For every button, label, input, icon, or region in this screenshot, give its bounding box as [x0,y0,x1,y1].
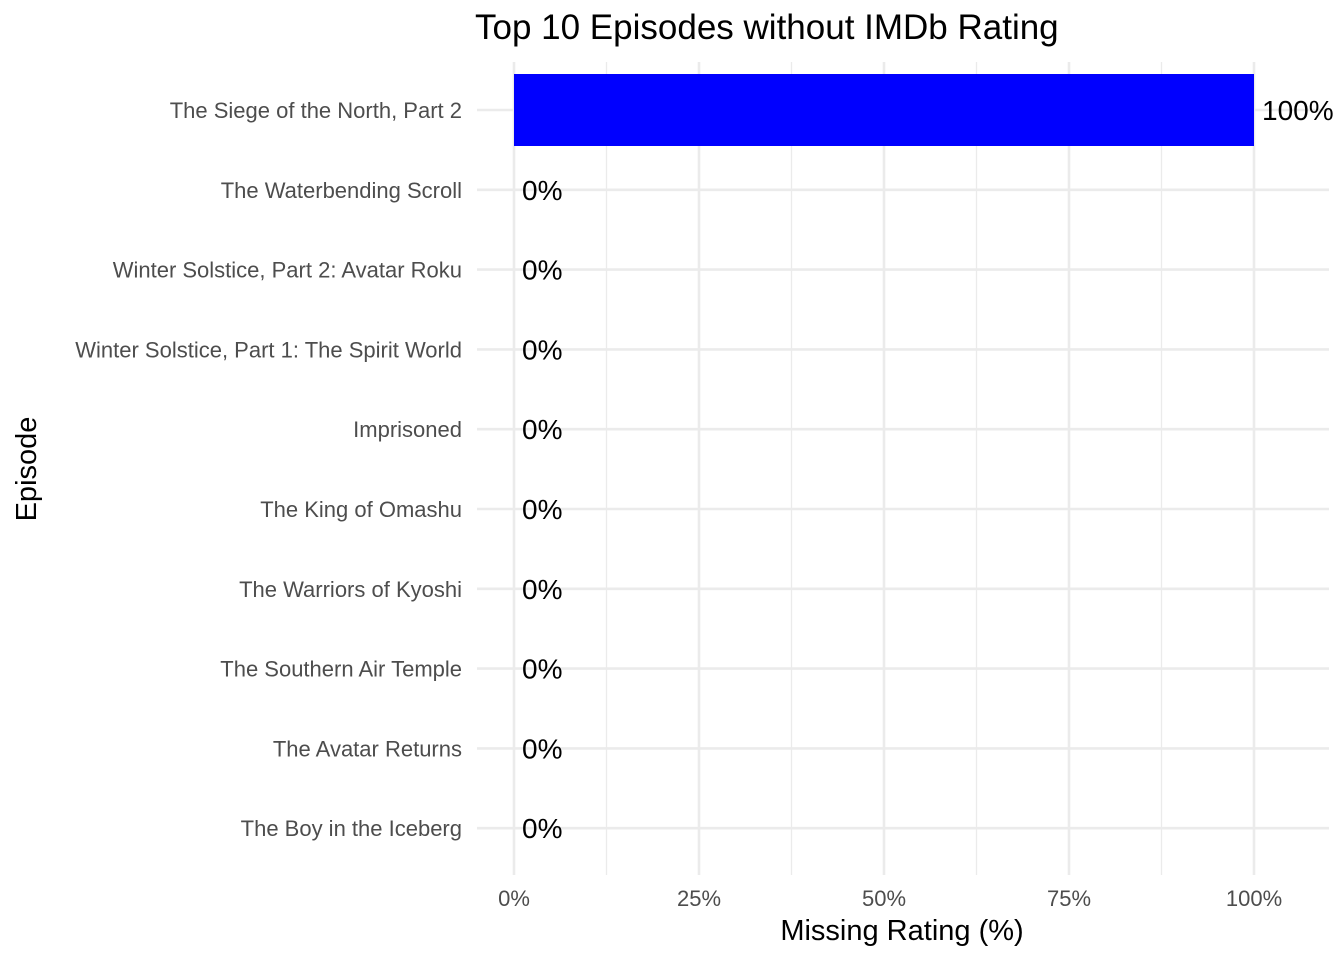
bar-value-label: 0% [522,334,562,365]
data-labels: 100% 0% 0% 0% 0% 0% 0% 0% 0% 0% [522,95,1334,844]
bar-value-label: 0% [522,255,562,286]
chart-title: Top 10 Episodes without IMDb Rating [475,8,1059,47]
y-axis-tick-labels: The Siege of the North, Part 2 The Waterb… [75,98,462,841]
y-tick-label: The Siege of the North, Part 2 [170,98,462,123]
x-tick-label: 75% [1047,886,1091,911]
bar-value-label: 0% [522,574,562,605]
bar-value-label: 0% [522,414,562,445]
y-axis-title: Episode [11,417,43,522]
y-tick-label: Winter Solstice, Part 2: Avatar Roku [113,258,462,283]
y-tick-label: Imprisoned [353,417,462,442]
bar-value-label: 0% [522,175,562,206]
bar-value-label: 100% [1262,95,1334,126]
y-tick-label: Winter Solstice, Part 1: The Spirit Worl… [75,337,462,362]
y-tick-label: The Waterbending Scroll [221,178,462,203]
bar-value-label: 0% [522,813,562,844]
y-tick-label: The King of Omashu [260,497,462,522]
y-tick-label: The Avatar Returns [273,736,462,761]
x-axis-title: Missing Rating (%) [780,915,1023,947]
y-tick-label: The Warriors of Kyoshi [239,577,462,602]
grid [477,62,1329,875]
bar [514,74,1254,146]
y-tick-label: The Boy in the Iceberg [241,816,462,841]
y-tick-label: The Southern Air Temple [220,657,462,682]
bars [514,74,1254,146]
bar-value-label: 0% [522,654,562,685]
x-tick-label: 0% [498,886,530,911]
x-tick-label: 100% [1226,886,1282,911]
x-tick-label: 50% [862,886,906,911]
bar-value-label: 0% [522,494,562,525]
x-tick-label: 25% [677,886,721,911]
bar-value-label: 0% [522,733,562,764]
x-axis-tick-labels: 0% 25% 50% 75% 100% [498,886,1282,911]
